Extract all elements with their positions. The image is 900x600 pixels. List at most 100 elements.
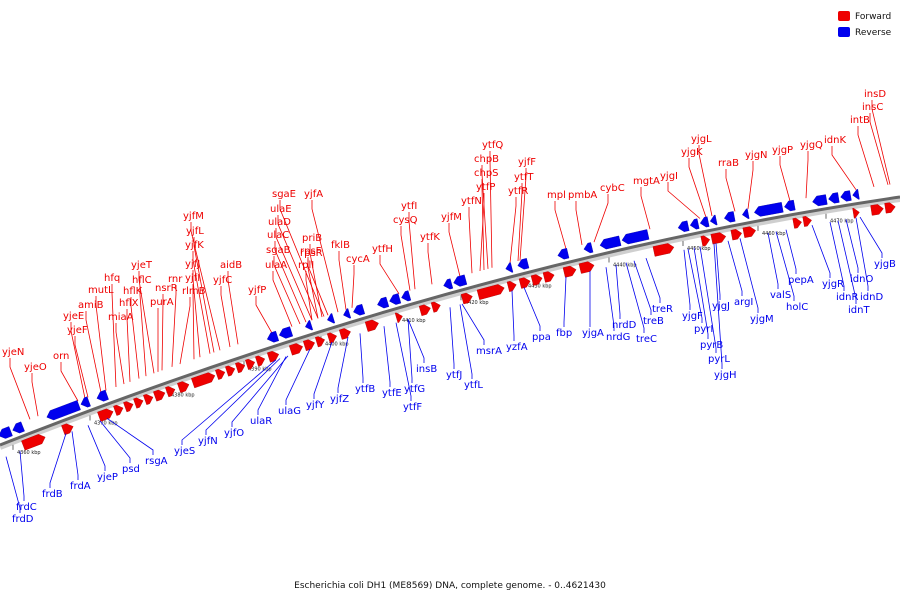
forward-gene-hflx: hflX [119,298,139,382]
reverse-gene-label: yjeP [97,472,118,483]
forward-gene-label: yjgP [772,145,793,156]
genome-backbone [0,195,900,447]
forward-gene-label: rpsR [300,248,323,259]
forward-gene-yjff: yjfF [518,157,536,261]
reverse-gene-nrdd: nrdD [612,264,637,331]
scale-tick: 4370 kbp [89,415,118,427]
reverse-gene-frdc: frdC [16,451,37,513]
forward-gene-arrow [123,401,134,413]
forward-gene-arrow [165,386,176,398]
forward-gene-arrow [430,301,441,313]
tick-label: 4360 kbp [17,450,41,456]
reverse-gene-yjgj: yjgJ [712,243,730,312]
forward-gene-arrow [530,274,543,286]
forward-gene-label: yjgQ [800,140,823,151]
forward-gene-prib: priB [302,233,323,318]
reverse-gene-arrow [557,248,570,260]
forward-gene-label: ytfK [420,232,440,243]
forward-gene-label: mgtA [633,176,660,187]
forward-gene-arrow [302,339,315,352]
reverse-gene-idnr: idnR [829,221,858,303]
reverse-gene-ytfj: ytfJ [446,307,462,381]
reverse-gene-label: msrA [476,346,502,357]
reverse-gene-yzfa: yzfA [506,290,528,353]
reverse-gene-arrow [46,400,81,421]
reverse-gene-label: yjgR [822,279,844,290]
reverse-gene-arrow [443,278,454,290]
forward-gene-arrow [578,261,595,274]
forward-gene-yjgp: yjgP [772,145,793,202]
forward-gene-yjfc: yjfC [213,275,232,348]
tick-label: 4460 kbp [762,231,786,237]
reverse-gene-arrow [401,290,412,302]
forward-gene-aidb: aidB [220,260,242,345]
forward-gene-label: pmbA [568,190,597,201]
forward-gene-yjeo: yjeO [24,362,47,417]
forward-gene-arrow [177,381,190,393]
reverse-gene-label: idnO [850,274,873,285]
reverse-gene-arrow [724,211,736,223]
reverse-gene-ytfe: ytfE [382,326,402,399]
forward-gene-label: yjfL [186,226,204,237]
reverse-gene-label: frdC [16,502,37,513]
reverse-gene-yjgb: yjgB [859,216,896,270]
forward-gene-rpli: rplI [298,260,314,321]
forward-gene-label: hfq [104,273,120,284]
reverse-gene-pyri: pyrI [687,248,713,335]
reverse-gene-idnt: idnT [837,220,870,316]
forward-gene-label: chpB [474,154,499,165]
forward-gene-ytfr: ytfR [508,186,528,264]
forward-gene-arrow [113,404,124,416]
forward-gene-cysq: cysQ [393,215,418,291]
forward-gene-label: miaA [108,312,134,323]
forward-gene-ytfh: ytfH [372,244,400,295]
reverse-gene-pepa: pepA [785,229,814,286]
forward-gene-label: hflC [132,275,152,286]
forward-gene-rpsf: rpsF [300,246,329,316]
reverse-gene-arrow [80,396,91,408]
forward-gene-arrow [21,434,46,451]
forward-gene-label: yjfM [183,211,204,222]
forward-gene-label: amiB [78,300,104,311]
forward-gene-arrow [742,226,756,238]
forward-gene-label: cysQ [393,215,418,226]
forward-gene-rrab: rraB [718,158,739,212]
forward-gene-label: hflX [119,298,139,309]
forward-gene-label: yjgN [745,150,768,161]
forward-gene-yjgn: yjgN [745,150,768,209]
reverse-gene-nrdg: nrdG [605,267,630,343]
legend: Forward Reverse [838,11,892,38]
forward-gene-yjet: yjeT [131,260,155,374]
reverse-gene-arrow [327,313,336,324]
reverse-gene-label: ytfJ [446,370,462,381]
forward-gene-yjfj: yjfJ [185,259,201,358]
reverse-gene-rsga: rsgA [106,417,168,467]
reverse-gene-label: psd [122,464,140,475]
reverse-gene-yjgr: yjgR [811,224,844,290]
forward-gene-label: yjeF [67,325,88,336]
forward-gene-label: rraB [718,158,739,169]
forward-gene-arrow [133,397,144,409]
reverse-gene-label: ytfG [404,384,425,395]
forward-gene-label: yjeE [63,311,84,322]
map-caption: Escherichia coli DH1 (ME8569) DNA, compl… [294,581,606,591]
forward-gene-cyca: cycA [346,254,370,308]
forward-gene-hflc: hflC [132,275,152,377]
forward-gene-arrow [153,389,166,402]
forward-gene-miaa: miaA [108,312,134,385]
forward-gene-label: chpS [474,168,499,179]
reverse-gene-label: yjfO [224,428,244,439]
reverse-gene-label: yjgM [750,314,774,325]
forward-gene-orn: orn [53,351,79,402]
forward-gene-arrow [418,304,431,317]
forward-gene-cybc: cybC [593,183,625,243]
reverse-gene-ytfb: ytfB [355,333,375,395]
forward-gene-label: insD [864,89,886,100]
reverse-gene-pyrl: pyrL [699,246,730,365]
forward-gene-arrow [852,207,860,219]
reverse-gene-label: pepA [788,275,814,286]
tick-label: 4470 kbp [830,219,854,225]
reverse-gene-frda: frdA [70,431,91,492]
forward-gene-arrow [476,284,505,300]
reverse-gene-yjfz: yjfZ [330,337,349,405]
